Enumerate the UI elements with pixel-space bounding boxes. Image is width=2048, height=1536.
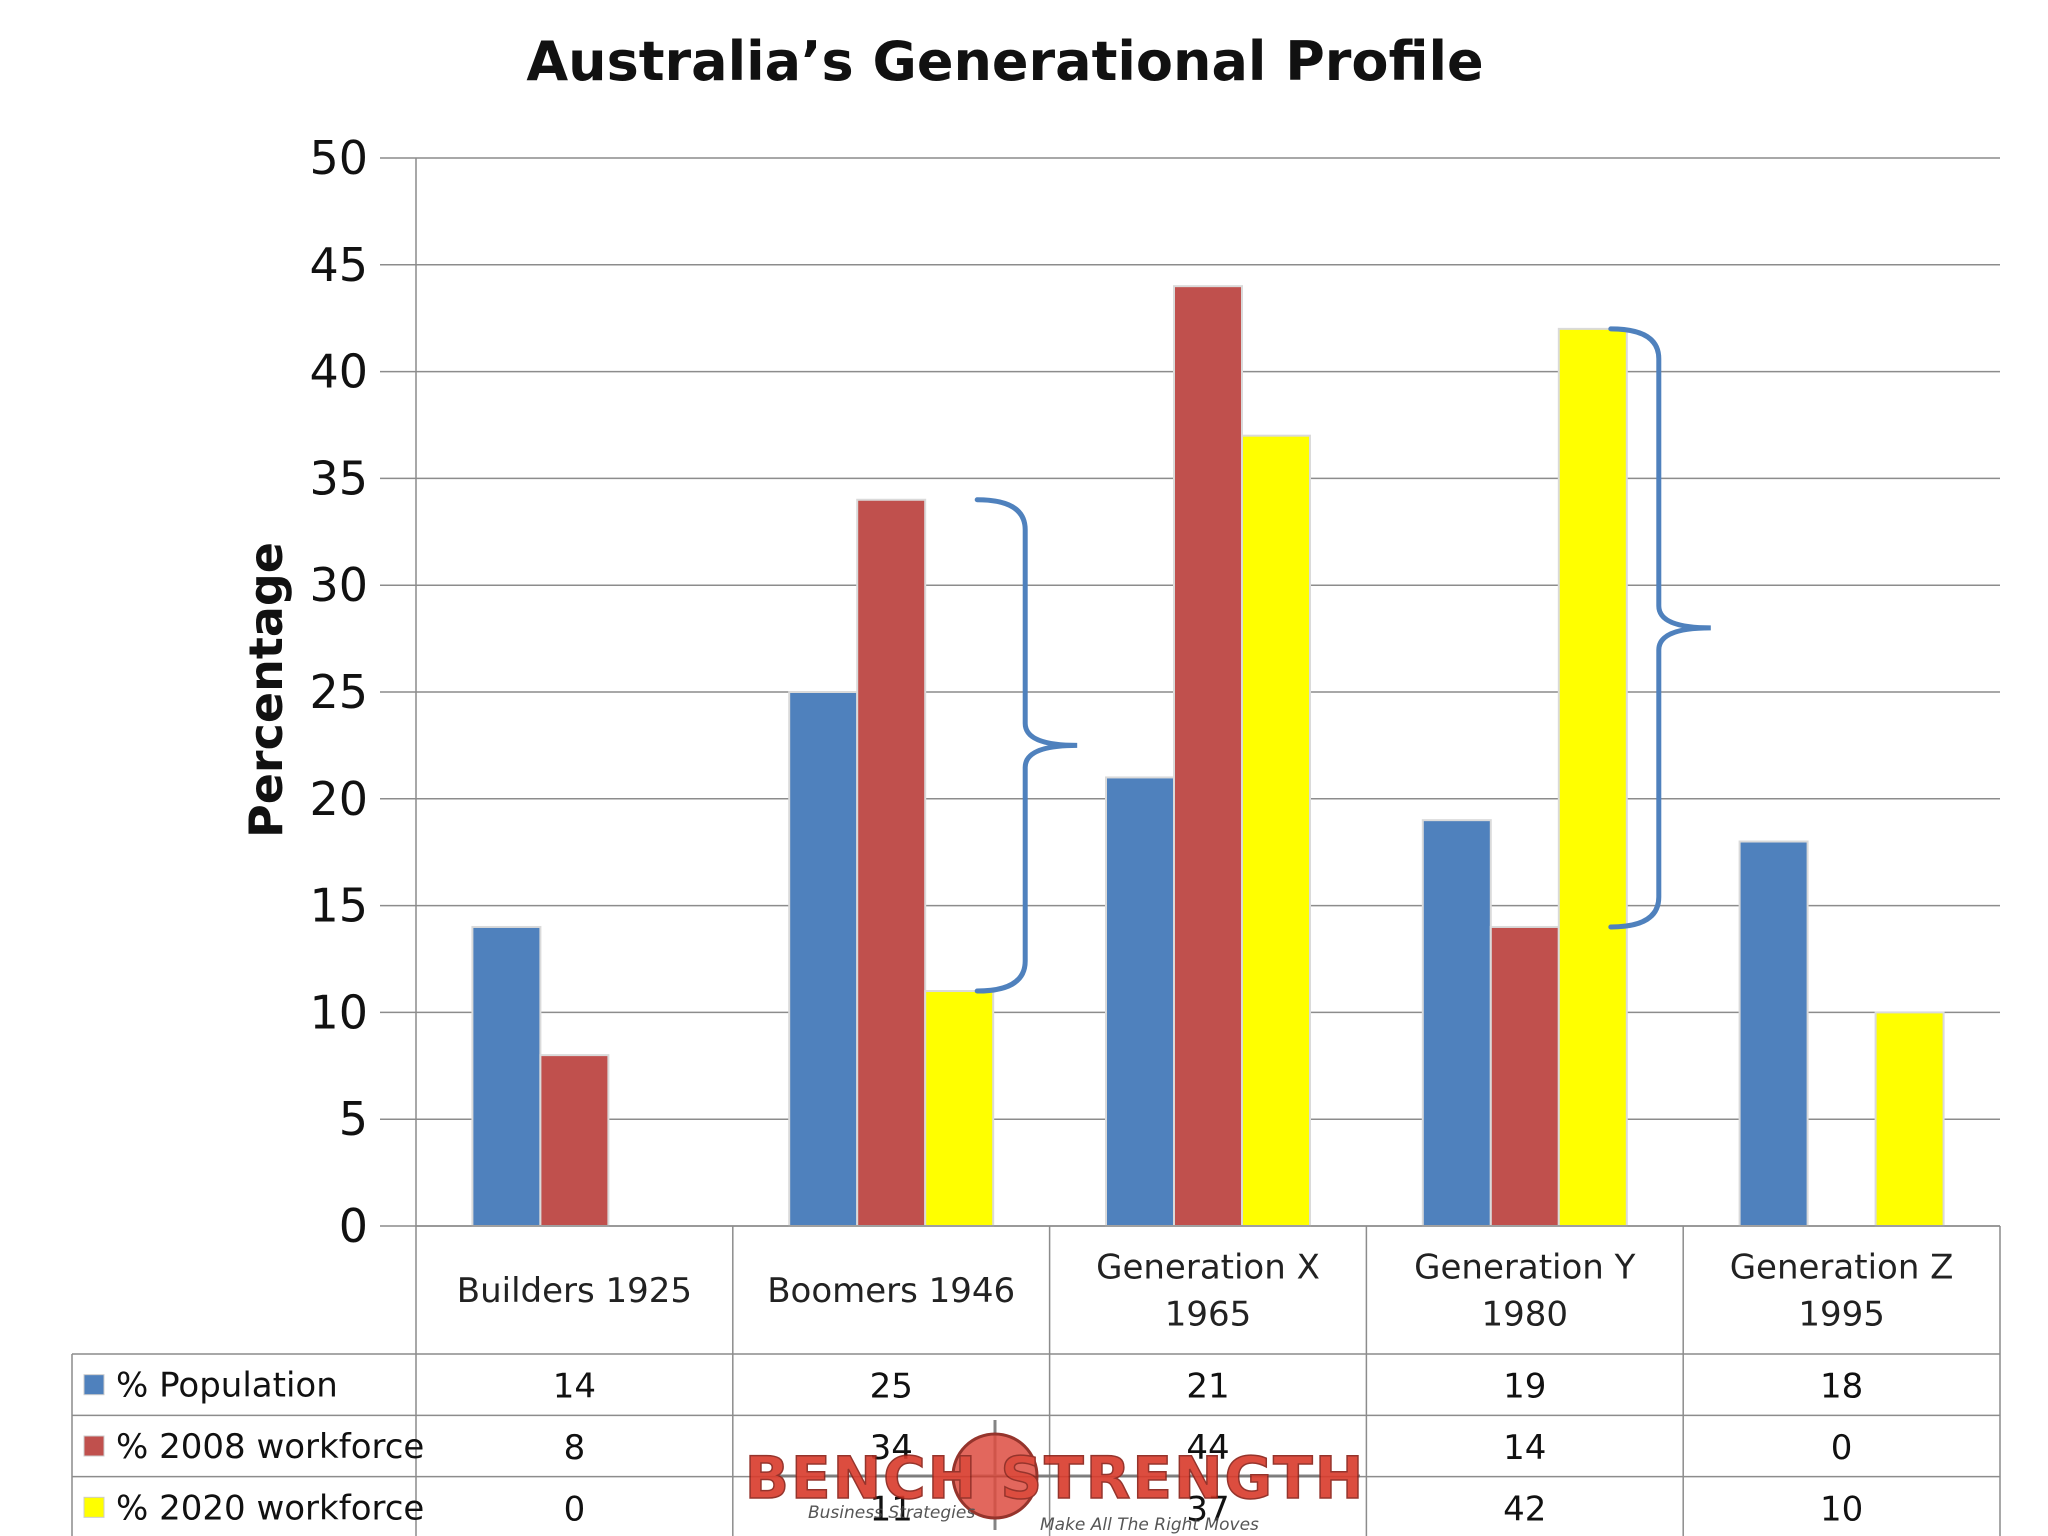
y-axis-ticks: 0 5 10 15 20 25 30 35 40 45 50 bbox=[309, 131, 368, 1253]
bar-2020-workforce-3 bbox=[1557, 327, 1628, 1227]
category-label: Builders 1925 bbox=[457, 1271, 692, 1311]
bar-2020-workforce-2 bbox=[1241, 434, 1311, 1227]
brace-annotation-0 bbox=[974, 497, 1078, 994]
table-cell-value: 37 bbox=[1186, 1489, 1229, 1529]
legend-label: % 2008 workforce bbox=[116, 1427, 424, 1467]
table-cell-value: 0 bbox=[1831, 1428, 1853, 1468]
table-cell-value: 8 bbox=[564, 1428, 586, 1468]
table-cell-value: 19 bbox=[1503, 1367, 1546, 1407]
table-cell-value: 14 bbox=[553, 1367, 596, 1407]
logo-tagline-right: Make All The Right Moves bbox=[1040, 1515, 1259, 1535]
legend-swatch bbox=[83, 1374, 105, 1396]
category-label: 1980 bbox=[1482, 1295, 1569, 1335]
table-cell-value: 14 bbox=[1503, 1428, 1546, 1468]
category-label: Boomers 1946 bbox=[767, 1271, 1015, 1311]
bars bbox=[471, 285, 1945, 1228]
table-cell-value: 10 bbox=[1820, 1489, 1863, 1529]
y-tick-label: 40 bbox=[309, 345, 368, 399]
table-cell-value: 11 bbox=[870, 1489, 913, 1529]
y-tick-label: 5 bbox=[339, 1092, 368, 1146]
category-label: Generation X bbox=[1096, 1248, 1320, 1288]
legend-swatch bbox=[83, 1435, 105, 1457]
y-tick-label: 30 bbox=[309, 558, 368, 612]
y-tick-label: 25 bbox=[309, 665, 368, 719]
logo-emblem bbox=[951, 1432, 1039, 1520]
table-cell-value: 25 bbox=[870, 1367, 913, 1407]
bar-2020-workforce-4 bbox=[1874, 1011, 1945, 1228]
category-label: 1965 bbox=[1165, 1295, 1252, 1335]
table-cell-value: 42 bbox=[1503, 1489, 1546, 1529]
category-label: Generation Z bbox=[1730, 1248, 1954, 1288]
logo-tagline-left: Business Strategies bbox=[808, 1503, 975, 1523]
bench-strength-logo: BENCH STRENGTH Business Strategies Make … bbox=[744, 1420, 1366, 1535]
table-cell-value: 18 bbox=[1820, 1367, 1863, 1407]
brace-annotation-1 bbox=[1608, 326, 1711, 930]
y-tick-label: 45 bbox=[309, 238, 368, 292]
bar-2020-workforce-1 bbox=[924, 990, 995, 1227]
bar-2008-workforce-2 bbox=[1173, 285, 1243, 1228]
y-tick-label: 0 bbox=[339, 1199, 368, 1253]
logo-text: BENCH STRENGTH bbox=[745, 1444, 1366, 1512]
chart-title: Australia’s Generational Profile bbox=[526, 30, 1483, 93]
bar-population-0 bbox=[471, 925, 542, 1228]
annotation-braces bbox=[974, 326, 1711, 994]
bar-2008-workforce-1 bbox=[856, 498, 927, 1227]
table-cell-value: 0 bbox=[564, 1489, 586, 1529]
y-tick-label: 10 bbox=[309, 985, 368, 1039]
table-cell-value: 34 bbox=[870, 1428, 913, 1468]
y-tick-label: 20 bbox=[309, 772, 368, 826]
legend-swatch bbox=[83, 1496, 105, 1518]
legend-label: % 2020 workforce bbox=[116, 1488, 424, 1528]
table-cell-value: 21 bbox=[1186, 1367, 1229, 1407]
y-tick-label: 35 bbox=[309, 451, 368, 505]
category-label: Generation Y bbox=[1414, 1248, 1635, 1288]
bar-population-3 bbox=[1421, 819, 1492, 1227]
y-axis-label: Percentage bbox=[239, 542, 293, 838]
legend-label: % Population bbox=[116, 1366, 338, 1406]
category-label: 1995 bbox=[1798, 1295, 1885, 1335]
y-tick-label: 15 bbox=[309, 879, 368, 933]
bar-population-4 bbox=[1738, 840, 1809, 1228]
bar-2008-workforce-0 bbox=[539, 1054, 610, 1227]
bar-population-2 bbox=[1105, 776, 1175, 1227]
y-tick-label: 50 bbox=[309, 131, 368, 185]
bar-population-1 bbox=[788, 691, 859, 1227]
bar-2008-workforce-3 bbox=[1489, 925, 1560, 1228]
table-cell-value: 44 bbox=[1186, 1428, 1229, 1468]
